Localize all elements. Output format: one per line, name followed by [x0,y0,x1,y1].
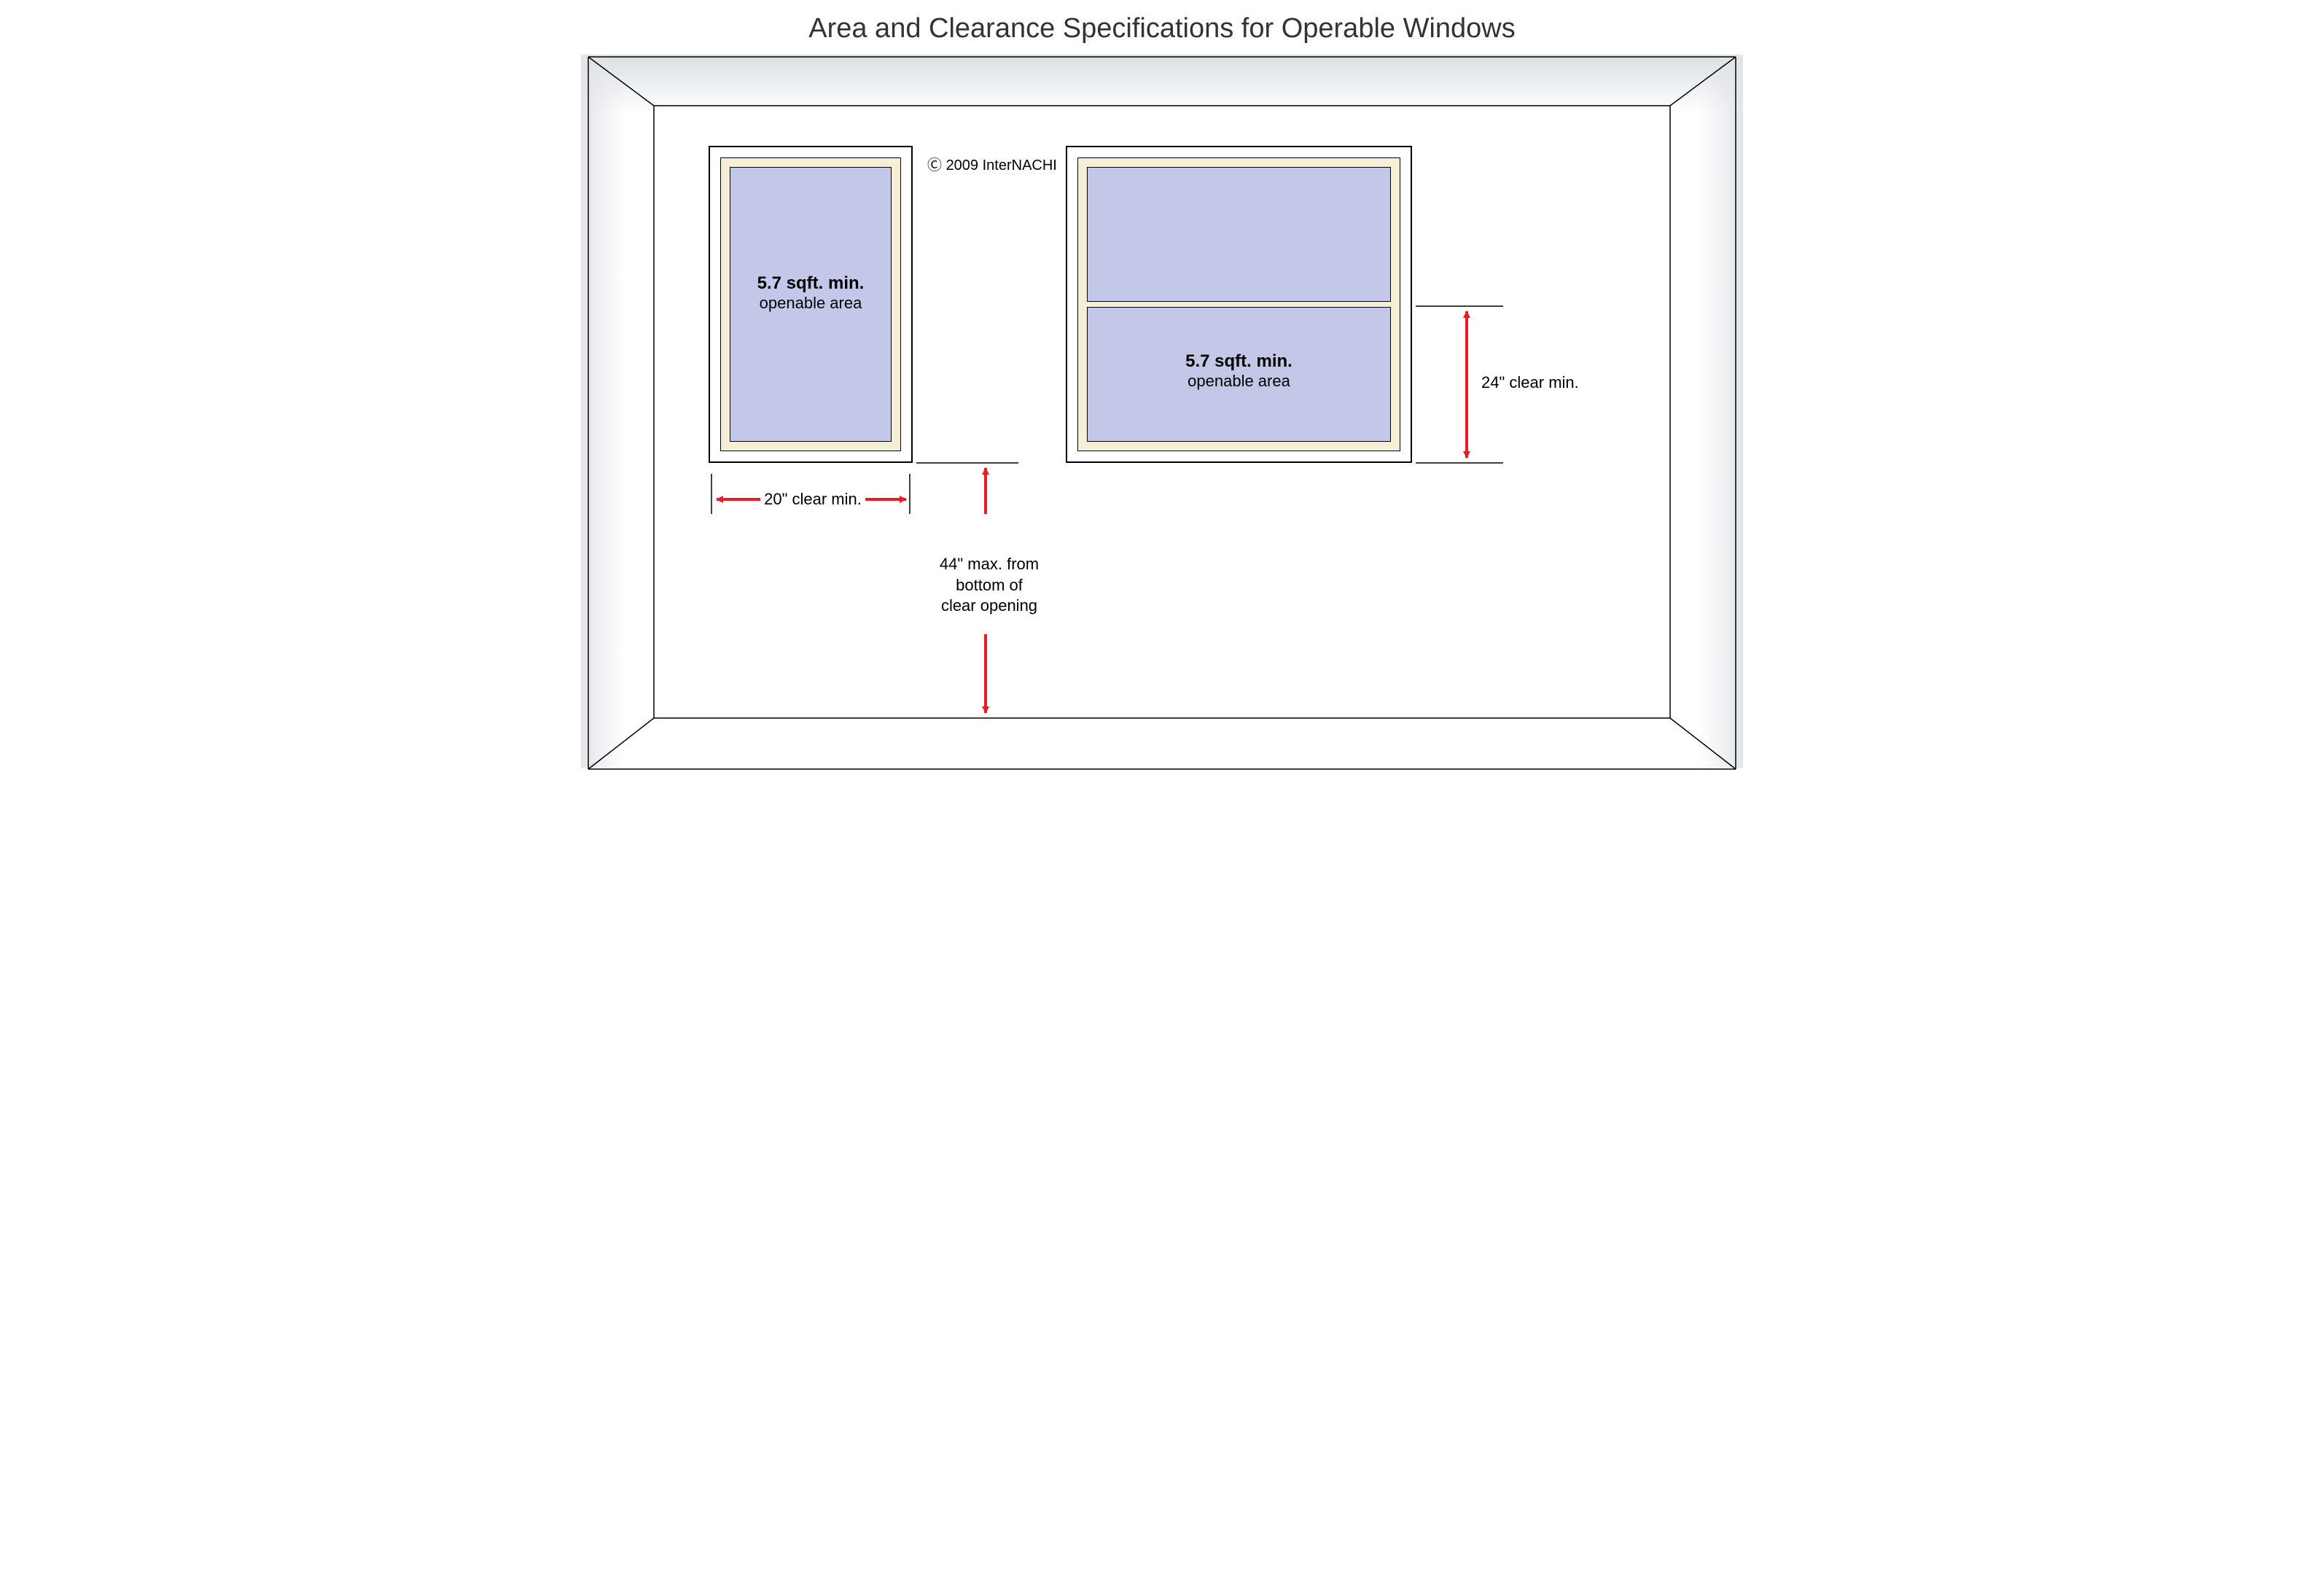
right-window-bottom-glass: 5.7 sqft. min. openable area [1087,307,1391,442]
left-window-glass: 5.7 sqft. min. openable area [730,167,892,442]
copyright-text: 2009 InterNACHI [946,157,1057,174]
right-window-outer: 5.7 sqft. min. openable area [1066,146,1412,463]
ceiling-gradient [581,55,1743,113]
right-window-frame: 5.7 sqft. min. openable area [1077,157,1400,451]
copyright-symbol: Ⓒ [927,157,946,174]
copyright: Ⓒ 2009 InterNACHI [927,153,1057,174]
left-area-plain: openable area [730,294,891,313]
floor-height-label: 44" max. from bottom of clear opening [924,554,1055,617]
diagram-canvas: Area and Clearance Specifications for Op… [581,0,1743,790]
width-dimension-label: 20" clear min. [754,490,871,509]
floor-height-l1: 44" max. from [924,554,1055,575]
right-window-top-glass [1087,167,1391,302]
right-height-label: 24" clear min. [1481,373,1598,392]
right-area-bold: 5.7 sqft. min. [1088,351,1390,372]
left-area-bold: 5.7 sqft. min. [730,273,891,294]
left-window-outer: 5.7 sqft. min. openable area [709,146,913,463]
right-window-label: 5.7 sqft. min. openable area [1088,351,1390,391]
right-area-plain: openable area [1088,372,1390,391]
left-window-frame: 5.7 sqft. min. openable area [720,157,901,451]
right-gradient [1699,55,1743,768]
floor-height-l3: clear opening [924,596,1055,617]
left-window-label: 5.7 sqft. min. openable area [730,273,891,313]
diagram-title: Area and Clearance Specifications for Op… [581,13,1743,44]
floor-height-l2: bottom of [924,575,1055,596]
left-gradient [581,55,625,768]
